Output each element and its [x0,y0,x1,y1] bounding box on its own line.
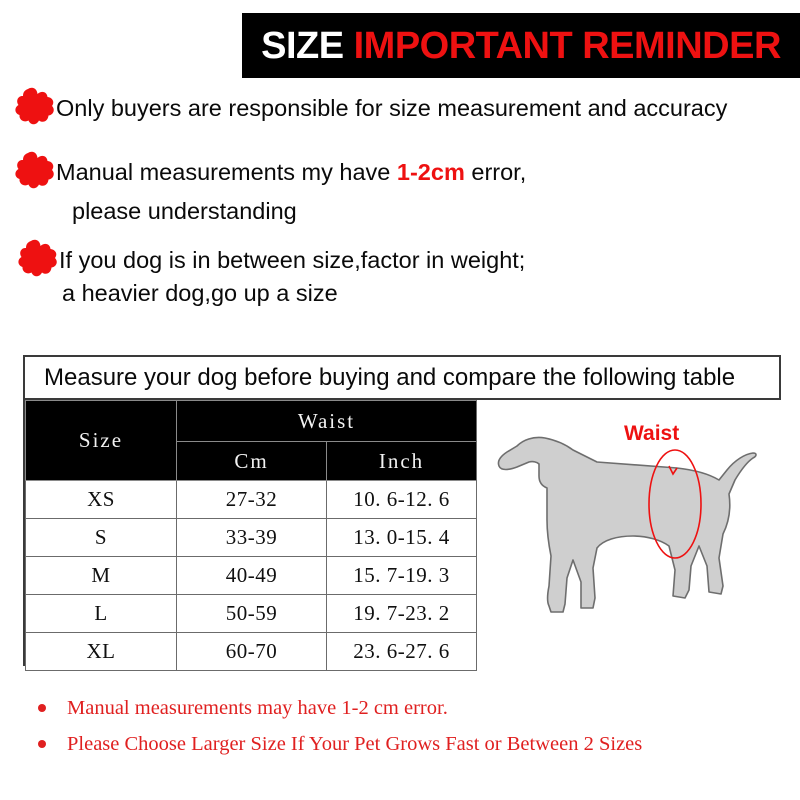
reminder-text-1: Manual measurements my have 1-2cm error, [56,154,526,185]
red-splat-icon [17,238,59,278]
column-header-inch: Inch [326,441,477,481]
note-item-1: Please Choose Larger Size If Your Pet Gr… [38,732,778,755]
cell-size: XL [25,632,177,671]
note-item-0: Manual measurements may have 1-2 cm erro… [38,698,778,719]
reminder-text-1-line2: please understanding [72,198,297,224]
size-chart-box: Measure your dog before buying and compa… [23,355,781,671]
cell-size: S [25,518,177,557]
cell-inch: 13. 0-15. 4 [326,518,477,557]
column-header-waist: Waist [176,400,477,442]
cell-inch: 10. 6-12. 6 [326,480,477,519]
reminder-item-2: If you dog is in between size,factor in … [17,239,525,282]
reminder-text-0-main: Only buyers are responsible for size mea… [56,95,728,121]
reminder-text-2-main: If you dog is in between size,factor in … [59,247,526,273]
table-header-row-1: Size Waist [25,400,477,481]
header-title: SIZE IMPORTANT REMINDER [261,27,781,65]
table-header-row-2: Cm Inch [26,441,477,481]
header-banner: SIZE IMPORTANT REMINDER [242,13,800,78]
table-row: XL 60-70 23. 6-27. 6 [25,632,477,671]
waist-arrow-icon [668,465,678,476]
table-row: S 33-39 13. 0-15. 4 [25,518,477,557]
cell-inch: 15. 7-19. 3 [326,556,477,595]
cell-cm: 60-70 [176,632,327,671]
reminder-text-1-before: Manual measurements my have [56,159,397,185]
note-text-0: Manual measurements may have 1-2 cm erro… [67,697,448,719]
red-splat-icon [14,150,56,190]
dog-silhouette-icon [497,436,757,613]
table-row: M 40-49 15. 7-19. 3 [25,556,477,595]
waist-ellipse-icon [648,449,702,559]
cell-inch: 23. 6-27. 6 [326,632,477,671]
cell-cm: 33-39 [176,518,327,557]
waist-label: Waist [624,422,680,445]
red-splat-icon [14,86,56,126]
cell-size: XS [25,480,177,519]
reminder-text-1-accent: 1-2cm [396,159,465,185]
cell-cm: 40-49 [176,556,327,595]
dog-diagram-panel: Waist [476,400,781,666]
size-table: Size Waist Cm Inch XS 27-32 10. 6-12. 6 … [25,400,477,671]
note-text-1: Please Choose Larger Size If Your Pet Gr… [67,732,643,755]
cell-cm: 27-32 [176,480,327,519]
chart-title-text: Measure your dog before buying and compa… [44,363,736,391]
table-row: XS 27-32 10. 6-12. 6 [25,480,477,519]
column-header-size: Size [25,400,177,481]
red-dot-icon [38,739,46,748]
table-row: L 50-59 19. 7-23. 2 [25,594,477,633]
cell-inch: 19. 7-23. 2 [326,594,477,633]
bottom-notes-list: Manual measurements may have 1-2 cm erro… [38,698,778,769]
cell-size: L [25,594,177,633]
size-table-head: Size Waist Cm Inch [25,400,477,481]
reminder-text-2-line2: a heavier dog,go up a size [62,280,338,306]
header-word-size: SIZE [261,24,344,67]
reminder-text-0: Only buyers are responsible for size mea… [56,90,727,121]
cell-cm: 50-59 [176,594,327,633]
reminder-item-1: Manual measurements my have 1-2cm error, [14,151,526,194]
column-header-cm: Cm [176,441,327,481]
size-table-body: XS 27-32 10. 6-12. 6 S 33-39 13. 0-15. 4… [25,480,477,671]
header-word-important-reminder: IMPORTANT REMINDER [353,24,782,67]
red-dot-icon [38,704,46,713]
reminder-text-1-after: error, [464,159,527,185]
cell-size: M [25,556,177,595]
chart-title-bar: Measure your dog before buying and compa… [25,357,779,400]
reminder-text-2: If you dog is in between size,factor in … [59,242,525,273]
reminder-item-0: Only buyers are responsible for size mea… [14,87,727,130]
